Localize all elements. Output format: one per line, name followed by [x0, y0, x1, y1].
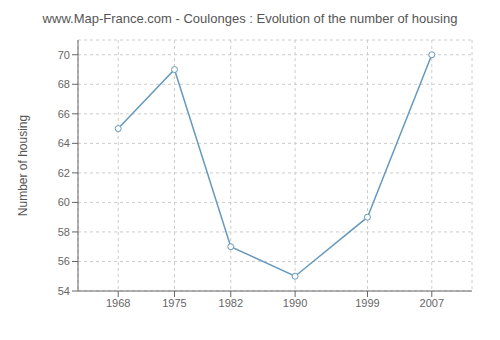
svg-text:60: 60 — [58, 196, 70, 208]
svg-text:1990: 1990 — [283, 297, 307, 309]
svg-text:1982: 1982 — [219, 297, 243, 309]
svg-text:56: 56 — [58, 255, 70, 267]
svg-text:66: 66 — [58, 108, 70, 120]
svg-text:1968: 1968 — [106, 297, 130, 309]
svg-text:1999: 1999 — [355, 297, 379, 309]
svg-text:68: 68 — [58, 78, 70, 90]
svg-text:62: 62 — [58, 167, 70, 179]
svg-text:70: 70 — [58, 49, 70, 61]
svg-text:54: 54 — [58, 285, 70, 297]
svg-text:1975: 1975 — [162, 297, 186, 309]
html-text:www.Map-France.com - Coulonges: www.Map-France.com - Coulonges : Evoluti… — [42, 11, 458, 26]
svg-text:Number of housing: Number of housing — [16, 115, 30, 216]
svg-text:64: 64 — [58, 137, 70, 149]
svg-text:2007: 2007 — [420, 297, 444, 309]
svg-text:58: 58 — [58, 226, 70, 238]
